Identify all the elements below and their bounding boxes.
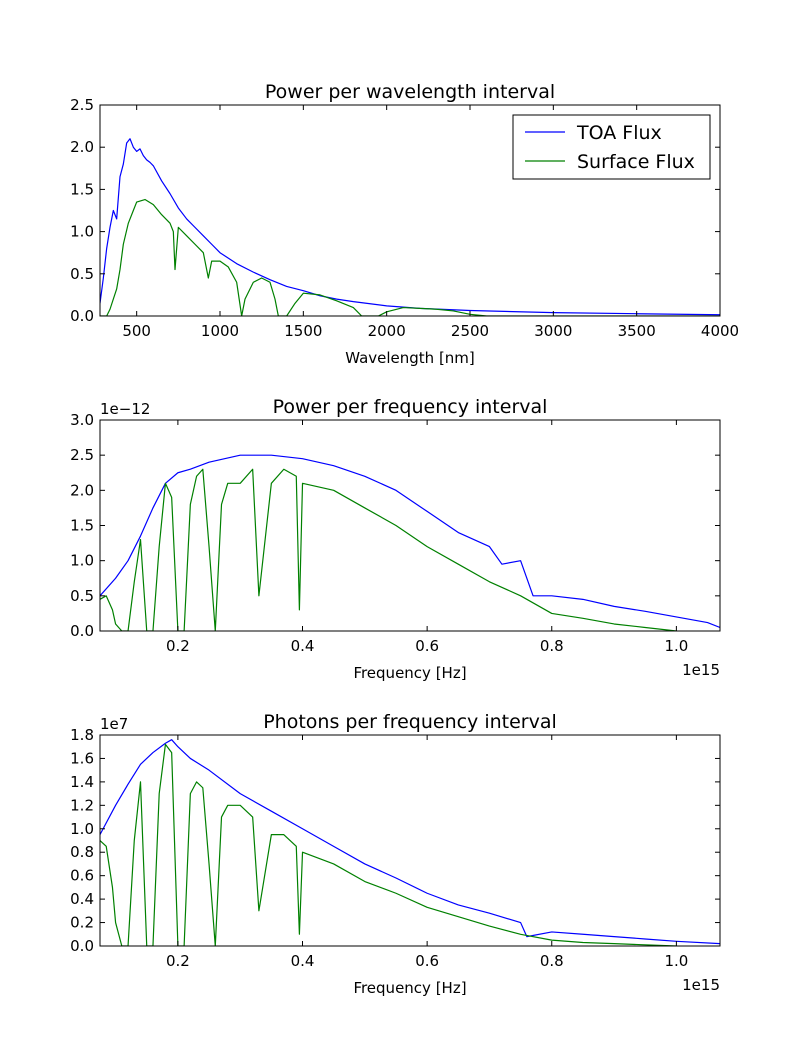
y-tick-label: 0.0 bbox=[70, 307, 94, 325]
legend: TOA Flux Surface Flux bbox=[512, 114, 711, 180]
x-tick-label: 0.2 bbox=[166, 952, 190, 970]
series-line-surface-flux bbox=[100, 198, 720, 316]
y-tick-label: 2.5 bbox=[70, 446, 94, 464]
x-tick-label: 4000 bbox=[701, 322, 739, 340]
y-tick-label: 1.5 bbox=[70, 517, 94, 535]
y-tick-label: 0.8 bbox=[70, 843, 94, 861]
legend-box bbox=[512, 114, 711, 180]
x-tick-label: 1500 bbox=[284, 322, 322, 340]
y-tick-label: 0.2 bbox=[70, 914, 94, 932]
x-tick-label: 0.2 bbox=[166, 637, 190, 655]
series-line-surface-flux bbox=[100, 468, 677, 631]
subplot-3: 0.2 0.4 0.6 0.8 1.0 0.0 0.2 0.4 0.6 0.8 1.0 1.2 1.4 1… bbox=[70, 711, 721, 997]
x-axis-label: Frequency [Hz] bbox=[353, 664, 466, 682]
x-offset-text: 1e15 bbox=[682, 976, 720, 994]
y-tick-label: 0.4 bbox=[70, 890, 94, 908]
series-line-surface-flux bbox=[100, 743, 677, 946]
series-line-toa-flux bbox=[100, 454, 720, 629]
x-tick-label: 1.0 bbox=[664, 952, 688, 970]
x-tick-label: 0.8 bbox=[540, 952, 564, 970]
x-tick-label: 1000 bbox=[201, 322, 239, 340]
y-tick-label: 1.5 bbox=[70, 180, 94, 198]
y-tick-label: 1.8 bbox=[70, 726, 94, 744]
y-offset-text: 1e−12 bbox=[100, 400, 150, 418]
series-line-toa-flux bbox=[100, 739, 720, 945]
x-axis-label: Wavelength [nm] bbox=[345, 349, 475, 367]
subplot-2: 0.2 0.4 0.6 0.8 1.0 0.0 0.5 1.0 1.5 2.0 2.5 3.0 Powe… bbox=[70, 396, 721, 682]
x-axis-label: Frequency [Hz] bbox=[353, 979, 466, 997]
chart-title: Photons per frequency interval bbox=[263, 711, 557, 733]
subplot-1: 500 1000 1500 2000 2500 3000 3500 4000 0.0 0.5 1.0… bbox=[70, 81, 739, 367]
y-offset-text: 1e7 bbox=[100, 715, 128, 733]
chart-title: Power per wavelength interval bbox=[265, 81, 555, 103]
x-tick-label: 0.4 bbox=[291, 637, 315, 655]
series-line-toa-flux bbox=[100, 138, 720, 316]
y-tick-label: 0.0 bbox=[70, 622, 94, 640]
legend-entry-label: Surface Flux bbox=[577, 151, 695, 173]
y-tick-label: 1.4 bbox=[70, 773, 94, 791]
x-tick-label: 2500 bbox=[451, 322, 489, 340]
x-tick-label: 0.8 bbox=[540, 637, 564, 655]
x-tick-label: 3000 bbox=[534, 322, 572, 340]
y-tick-label: 2.0 bbox=[70, 481, 94, 499]
x-offset-text: 1e15 bbox=[682, 661, 720, 679]
x-tick-label: 500 bbox=[122, 322, 151, 340]
y-tick-label: 0.6 bbox=[70, 867, 94, 885]
y-tick-label: 0.0 bbox=[70, 937, 94, 955]
y-tick-label: 1.6 bbox=[70, 749, 94, 767]
x-tick-label: 0.6 bbox=[415, 952, 439, 970]
y-tick-label: 1.2 bbox=[70, 796, 94, 814]
chart-title: Power per frequency interval bbox=[273, 396, 548, 418]
y-tick-label: 1.0 bbox=[70, 552, 94, 570]
axes-frame bbox=[99, 104, 721, 317]
y-tick-label: 1.0 bbox=[70, 223, 94, 241]
y-tick-label: 3.0 bbox=[70, 411, 94, 429]
x-tick-label: 2000 bbox=[368, 322, 406, 340]
y-tick-label: 0.5 bbox=[70, 265, 94, 283]
x-tick-label: 1.0 bbox=[664, 637, 688, 655]
axes-frame bbox=[99, 734, 721, 947]
y-tick-label: 2.0 bbox=[70, 138, 94, 156]
x-tick-label: 0.4 bbox=[291, 952, 315, 970]
y-tick-label: 0.5 bbox=[70, 587, 94, 605]
y-tick-label: 2.5 bbox=[70, 96, 94, 114]
plots: 500 1000 1500 2000 2500 3000 3500 4000 0.0 0.5 1.0… bbox=[70, 81, 739, 997]
y-tick-label: 1.0 bbox=[70, 820, 94, 838]
legend-entry-label: TOA Flux bbox=[576, 122, 662, 144]
x-tick-label: 3500 bbox=[618, 322, 656, 340]
x-tick-label: 0.6 bbox=[415, 637, 439, 655]
